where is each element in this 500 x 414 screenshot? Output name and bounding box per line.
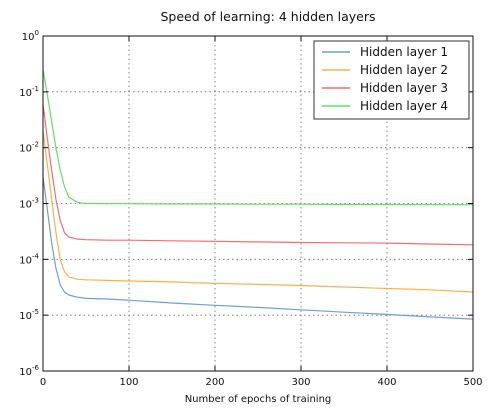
x-axis-label: Number of epochs of training [185,394,332,405]
x-tick-label: 500 [463,377,482,388]
x-axis-ticks: 0 100 200 300 400 500 [40,36,483,388]
series-lines [42,69,474,320]
x-tick-label: 400 [377,377,396,388]
series-line-hidden-layer-4 [42,69,473,206]
series-line-hidden-layer-3 [42,104,474,246]
y-tick-label: 10-5 [19,308,39,322]
y-axis-ticks: 10-6 10-5 10-4 10-3 10-2 10-1 100 [19,29,473,378]
y-tick-label: 10-6 [19,364,39,378]
y-tick-label: 10-3 [19,197,39,211]
x-tick-label: 200 [205,377,224,388]
series-line-hidden-layer-2 [42,130,474,293]
legend: Hidden layer 1 Hidden layer 2 Hidden layer… [313,40,470,120]
legend-box [313,40,470,120]
legend-label: Hidden layer 4 [360,99,448,113]
y-tick-label: 100 [22,29,39,43]
x-tick-label: 100 [119,377,138,388]
legend-label: Hidden layer 3 [360,81,448,95]
x-tick-label: 0 [40,377,46,388]
y-tick-label: 10-4 [19,252,39,266]
legend-label: Hidden layer 2 [360,63,448,77]
chart-title: Speed of learning: 4 hidden layers [160,9,375,24]
y-tick-label: 10-2 [19,141,39,155]
y-tick-label: 10-1 [19,85,39,99]
legend-label: Hidden layer 1 [360,45,448,59]
x-tick-label: 300 [291,377,310,388]
series-line-hidden-layer-1 [42,176,474,320]
